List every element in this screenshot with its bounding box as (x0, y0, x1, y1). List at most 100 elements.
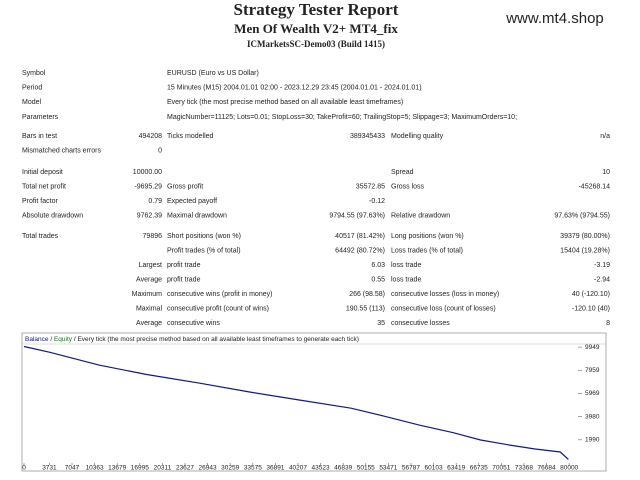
stat-label: loss trade (391, 262, 421, 269)
stat-value: n/a (600, 133, 610, 140)
stat-value: 40517 (81.42%) (335, 233, 385, 240)
x-tick-label: 60103 (425, 465, 443, 472)
legend-equity: Equity (54, 336, 73, 343)
stat-value: Average (136, 320, 162, 327)
y-tick-label: 9949 (585, 344, 600, 351)
stat-value: 40 (-120.10) (572, 291, 610, 298)
x-tick-label: 80000 (560, 465, 578, 472)
stat-label: Maximal drawdown (167, 212, 227, 219)
stat-value: Average (136, 276, 162, 283)
info-value: Every tick (the most precise method base… (167, 99, 403, 106)
stat-value: -3.19 (594, 262, 610, 269)
stat-value: 8 (606, 320, 610, 327)
x-tick-label: 16995 (131, 465, 149, 472)
x-tick-label: 36891 (266, 465, 284, 472)
stat-value: 0.55 (371, 276, 385, 283)
x-tick-label: 13679 (108, 465, 126, 472)
x-tick-label: 53471 (379, 465, 397, 472)
x-tick-label: 50155 (357, 465, 375, 472)
x-tick-label: 10363 (86, 465, 104, 472)
x-tick-label: 30259 (221, 465, 239, 472)
stat-value: -2.94 (594, 276, 610, 283)
stat-value: 494208 (139, 133, 162, 140)
stat-label: Modelling quality (391, 133, 444, 140)
stat-label: consecutive wins (profit in money) (167, 291, 272, 298)
stat-value: 35572.85 (356, 183, 385, 190)
stat-label: Total net profit (22, 183, 66, 190)
x-tick-label: 40207 (289, 465, 307, 472)
stat-label: Loss trades (% of total) (391, 247, 463, 254)
stat-value: -9695.29 (134, 183, 162, 190)
stat-label: Profit trades (% of total) (167, 247, 241, 254)
stat-label: Absolute drawdown (22, 212, 83, 219)
stat-value: 64492 (80.72%) (335, 247, 385, 254)
report-title: Strategy Tester Report (234, 0, 399, 19)
stat-label: Initial deposit (22, 169, 63, 176)
stat-value: 79896 (143, 233, 163, 240)
info-label: Period (22, 85, 42, 92)
stat-value: 389345433 (350, 133, 385, 140)
stat-label: Long positions (won %) (391, 233, 464, 240)
stat-label: consecutive profit (count of wins) (167, 305, 269, 312)
x-tick-label: 0 (22, 465, 26, 472)
info-label: Parameters (22, 114, 59, 121)
info-value: 15 Minutes (M15) 2004.01.01 02:00 - 2023… (167, 85, 422, 92)
info-value: EURUSD (Euro vs US Dollar) (167, 70, 259, 77)
stat-label: Profit factor (22, 198, 58, 205)
stat-label: consecutive loss (count of losses) (391, 305, 496, 312)
stat-value: 9794.55 (97.63%) (329, 212, 385, 219)
x-tick-label: 20311 (154, 465, 172, 472)
chart-note: Every tick (the most precise method base… (77, 336, 358, 343)
stat-value: Maximum (132, 291, 163, 298)
x-tick-label: 56787 (402, 465, 420, 472)
stat-label: profit trade (167, 276, 201, 283)
stat-label: loss trade (391, 276, 421, 283)
stat-label: Gross loss (391, 183, 425, 190)
stat-label: consecutive losses (loss in money) (391, 291, 499, 298)
x-tick-label: 23627 (176, 465, 194, 472)
stat-label: profit trade (167, 262, 201, 269)
stat-label: Gross profit (167, 183, 203, 190)
watermark: www.mt4.shop (505, 10, 604, 27)
stat-label: Mismatched charts errors (22, 147, 101, 154)
stat-value: 10 (602, 169, 610, 176)
stat-value: Largest (139, 262, 162, 269)
stat-label: consecutive losses (391, 320, 450, 327)
x-tick-label: 26943 (199, 465, 217, 472)
legend-balance: Balance (25, 336, 49, 343)
x-tick-label: 73368 (515, 465, 533, 472)
stat-value: Maximal (136, 305, 163, 312)
stat-value: 10000.00 (133, 169, 162, 176)
chart-header: Balance / Equity / Every tick (the most … (25, 336, 359, 343)
info-label: Model (22, 99, 42, 106)
separator: / (74, 336, 76, 343)
stat-value: 97.63% (9794.55) (554, 212, 610, 219)
stat-label: consecutive wins (167, 320, 220, 327)
stat-value: -0.12 (369, 198, 385, 205)
x-tick-label: 43523 (312, 465, 330, 472)
x-tick-label: 7047 (65, 465, 80, 472)
stat-value: 6.03 (371, 262, 385, 269)
x-tick-label: 66735 (470, 465, 488, 472)
y-tick-label: 1990 (585, 437, 600, 444)
stat-label: Relative drawdown (391, 212, 450, 219)
stat-label: Ticks modelled (167, 133, 214, 140)
stat-value: 39379 (80.00%) (560, 233, 610, 240)
stat-value: -120.10 (40) (572, 305, 610, 312)
stat-label: Expected payoff (167, 198, 217, 205)
y-tick-label: 3980 (585, 413, 600, 420)
info-label: Symbol (22, 70, 46, 77)
stat-value: 35 (377, 320, 385, 327)
stat-value: 15404 (19.28%) (560, 247, 610, 254)
x-tick-label: 63419 (447, 465, 465, 472)
stat-value: 9762.39 (137, 212, 162, 219)
server-name: ICMarketsSC-Demo03 (Build 1415) (247, 39, 385, 49)
info-value: MagicNumber=11125; Lots=0.01; StopLoss=3… (167, 114, 517, 121)
stat-value: 190.55 (113) (346, 305, 385, 312)
x-tick-label: 3731 (42, 465, 57, 472)
stat-label: Short positions (won %) (167, 233, 241, 240)
x-tick-label: 76684 (538, 465, 556, 472)
stat-value: -45268.14 (578, 183, 610, 190)
